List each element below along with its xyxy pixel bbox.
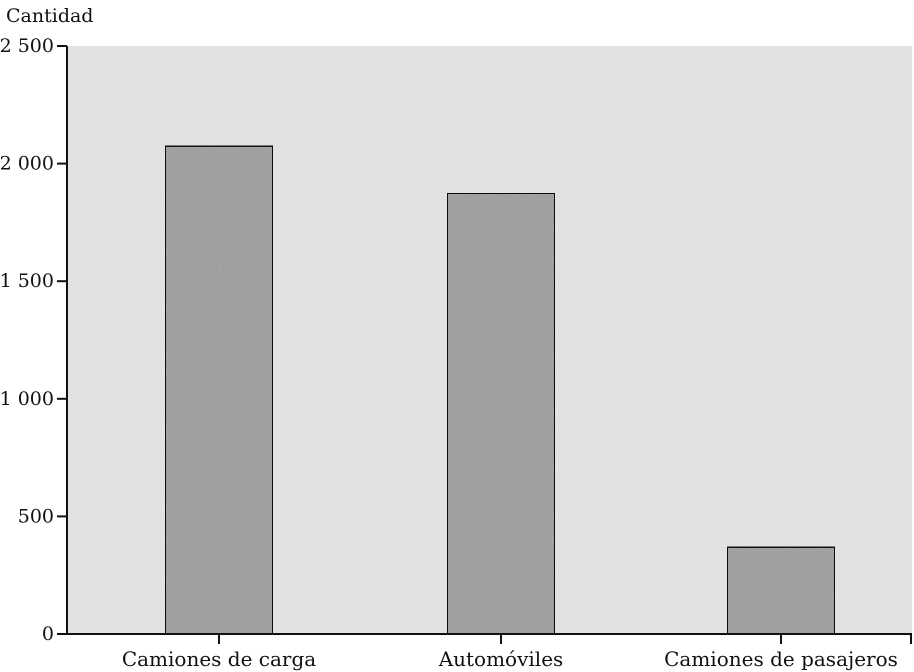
x-category-label: Camiones de carga [122,647,316,671]
y-tick-label: 2 000 [0,153,54,175]
y-tick-label: 2 500 [0,35,54,57]
bar-2 [446,192,556,635]
bars-group [164,144,836,636]
y-tick-label: 500 [18,505,54,527]
x-category-label: Automóviles [438,647,564,671]
y-ticks-group: 0 500 1 000 1 500 2 000 2 500 [0,35,67,645]
y-tick-label: 0 [42,623,54,645]
y-tick-label: 1 500 [0,270,54,292]
bar-3 [726,545,836,636]
x-ticks-group: Camiones de carga Automóviles Camiones de … [122,634,912,671]
y-tick-label: 1 000 [0,388,54,410]
bar-1 [164,144,274,636]
y-axis-title: Cantidad [6,5,93,27]
x-category-label: Camiones de pasajeros [664,647,898,671]
